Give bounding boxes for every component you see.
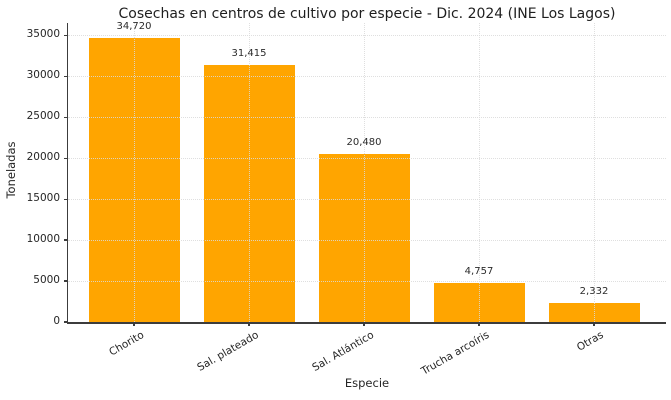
y-tick (63, 75, 68, 77)
bar-value-label: 2,332 (579, 285, 609, 297)
x-tick-label: Sal. Atlántico (310, 329, 376, 374)
x-tick-label: Otras (575, 329, 606, 354)
y-tick-label: 15000 (26, 192, 60, 205)
chart-title: Cosechas en centros de cultivo por espec… (118, 6, 616, 22)
y-tick (63, 321, 68, 323)
x-tick (593, 322, 595, 326)
x-tick (133, 322, 135, 326)
x-tick (363, 322, 365, 326)
y-tick (63, 157, 68, 159)
y-axis-spine (67, 23, 69, 322)
h-gridline (68, 34, 666, 36)
x-tick-label: Chorito (106, 329, 146, 359)
y-axis-label: Toneladas (4, 141, 18, 199)
y-tick-label: 25000 (26, 110, 60, 123)
x-axis-spine (67, 322, 666, 324)
h-gridline (68, 198, 666, 200)
x-tick (248, 322, 250, 326)
y-tick (63, 198, 68, 200)
bar-value-label: 20,480 (346, 137, 382, 149)
v-gridline (248, 23, 250, 322)
y-tick-label: 5000 (33, 274, 60, 287)
h-gridline (68, 280, 666, 282)
y-tick-label: 0 (53, 315, 60, 327)
bar-value-label: 4,757 (464, 266, 494, 278)
h-gridline (68, 157, 666, 159)
x-tick-label: Sal. plateado (195, 329, 261, 374)
y-tick (63, 280, 68, 282)
y-tick (63, 239, 68, 241)
plot-area: 34,720 31,415 20,480 4,757 2,332 0 5000 10000 15… (27, 20, 666, 378)
v-gridline (593, 23, 595, 322)
y-tick-label: 20000 (26, 151, 60, 164)
v-gridline (363, 23, 365, 322)
bar-value-label: 34,720 (116, 20, 152, 32)
y-tick-label: 35000 (26, 28, 60, 41)
y-tick-label: 30000 (26, 69, 60, 82)
h-gridline (68, 75, 666, 77)
x-axis-label: Especie (344, 376, 390, 390)
h-gridline (68, 116, 666, 118)
x-tick-label: Trucha arcoíris (418, 329, 491, 378)
y-tick (63, 116, 68, 118)
y-tick-label: 10000 (26, 233, 60, 246)
v-gridline (478, 23, 480, 322)
bar-value-label: 31,415 (231, 47, 267, 59)
h-gridline (68, 239, 666, 241)
x-tick (478, 322, 480, 326)
y-tick (63, 34, 68, 36)
v-gridline (133, 23, 135, 322)
